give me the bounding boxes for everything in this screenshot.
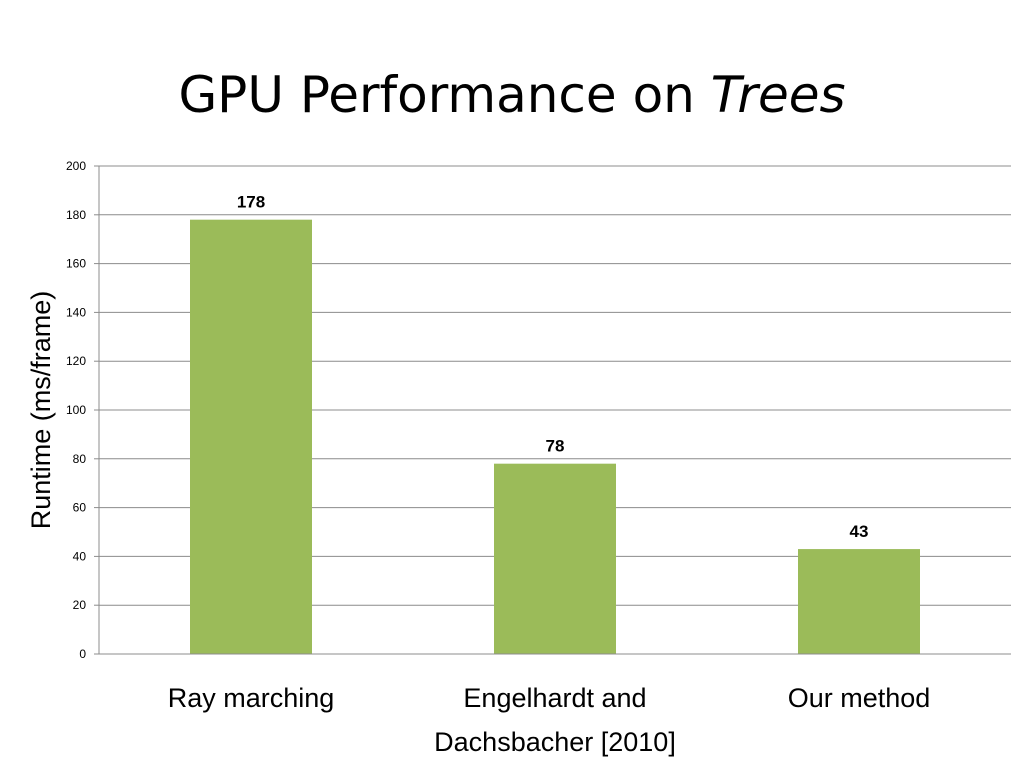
y-axis-label: Runtime (ms/frame)	[26, 291, 56, 530]
x-category-label-line: Our method	[788, 683, 931, 713]
title-italic-text: Trees	[710, 66, 846, 124]
y-tick-label: 20	[73, 598, 87, 612]
y-tick-label: 120	[66, 354, 86, 368]
data-label: 78	[546, 437, 565, 456]
y-tick-labels: 0 20 40 60 80 100 120 140 160 180 200	[66, 159, 86, 661]
x-category-label: Our method	[788, 683, 931, 713]
bar	[798, 549, 920, 654]
x-category-labels: Ray marching Engelhardt and Dachsbacher [2…	[168, 683, 931, 757]
x-category-label-line: Engelhardt and	[463, 683, 646, 713]
y-tick-label: 140	[66, 305, 86, 319]
y-tick-label: 200	[66, 159, 86, 173]
y-tick-label: 60	[73, 501, 87, 515]
x-category-label: Engelhardt and Dachsbacher [2010]	[434, 683, 676, 757]
y-tick-label: 180	[66, 208, 86, 222]
x-category-label: Ray marching	[168, 683, 335, 713]
axes	[94, 165, 1011, 655]
y-tick-label: 40	[73, 549, 87, 563]
data-label: 178	[237, 193, 265, 212]
bar	[190, 219, 312, 654]
bars	[190, 219, 920, 654]
y-tick-label: 160	[66, 257, 86, 271]
x-category-label-line: Dachsbacher [2010]	[434, 727, 676, 757]
title-text: GPU Performance on	[178, 66, 711, 124]
bar	[494, 463, 616, 654]
y-tick-label: 0	[79, 647, 86, 661]
y-tick-label: 80	[73, 452, 87, 466]
slide-title: GPU Performance on Trees	[0, 62, 1024, 128]
data-labels: 178 78 43	[237, 193, 869, 541]
y-tick-label: 100	[66, 403, 86, 417]
data-label: 43	[850, 522, 869, 541]
x-category-label-line: Ray marching	[168, 683, 335, 713]
